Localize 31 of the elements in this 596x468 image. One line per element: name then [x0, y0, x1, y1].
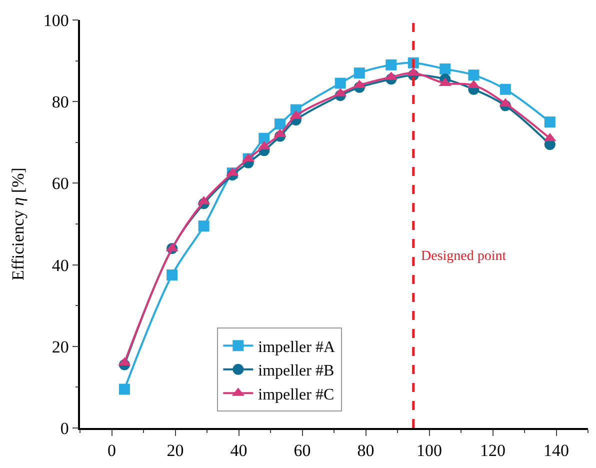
legend-label: impeller #B [258, 362, 334, 380]
point [386, 59, 397, 70]
x-tick-label: 140 [544, 441, 569, 460]
point [118, 384, 130, 395]
legend-label: impeller #C [258, 386, 334, 404]
x-tick-label: 120 [480, 441, 506, 460]
x-tick-label: 0 [108, 441, 116, 460]
y-axis-title: Efficiency η [%] [8, 168, 28, 280]
point [198, 220, 210, 232]
point [468, 70, 480, 81]
y-tick-label: 0 [60, 418, 69, 438]
x-tick-label: 20 [166, 441, 184, 460]
legend-label: impeller #A [258, 338, 336, 356]
point [258, 132, 270, 144]
y-tick-label: 80 [52, 92, 69, 112]
y-tick-label: 100 [43, 10, 69, 30]
x-tick-label: 40 [230, 441, 248, 460]
y-tick-label: 60 [52, 174, 69, 194]
point [166, 270, 178, 280]
x-tick-label: 100 [416, 441, 442, 460]
point [500, 84, 511, 95]
x-tick-label: 80 [357, 441, 374, 460]
point [544, 116, 556, 128]
y-tick-label: 20 [52, 337, 69, 356]
y-tick-label: 40 [52, 256, 69, 275]
point [274, 118, 286, 130]
point [334, 78, 346, 89]
point [440, 63, 451, 74]
ref-line-label: Designed point [421, 249, 506, 264]
x-tick-label: 60 [294, 441, 311, 460]
point [354, 68, 365, 79]
